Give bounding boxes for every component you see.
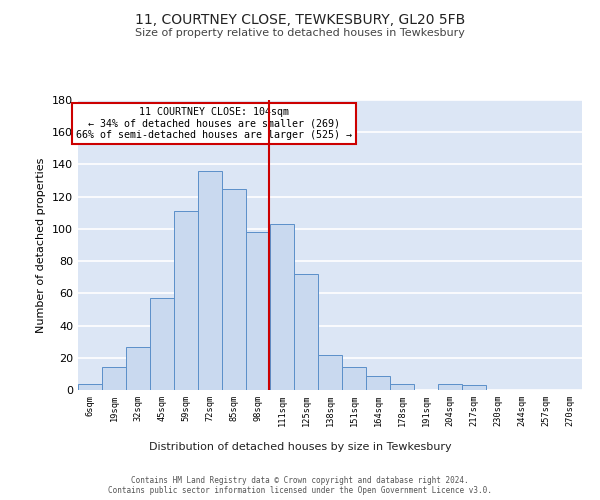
Bar [126, 346, 150, 390]
Bar [438, 384, 462, 390]
Bar [150, 298, 174, 390]
Bar [342, 368, 366, 390]
Bar [366, 376, 390, 390]
Bar [390, 384, 414, 390]
Bar [174, 211, 198, 390]
Bar [294, 274, 318, 390]
Bar [78, 384, 102, 390]
Text: Size of property relative to detached houses in Tewkesbury: Size of property relative to detached ho… [135, 28, 465, 38]
Bar [102, 368, 126, 390]
Bar [198, 171, 222, 390]
Bar [222, 188, 246, 390]
Bar [270, 224, 294, 390]
Text: 11 COURTNEY CLOSE: 104sqm
← 34% of detached houses are smaller (269)
66% of semi: 11 COURTNEY CLOSE: 104sqm ← 34% of detac… [76, 108, 352, 140]
Bar [462, 385, 486, 390]
Text: Contains HM Land Registry data © Crown copyright and database right 2024.
Contai: Contains HM Land Registry data © Crown c… [108, 476, 492, 495]
Bar [246, 232, 270, 390]
Bar [318, 354, 342, 390]
Y-axis label: Number of detached properties: Number of detached properties [37, 158, 46, 332]
Text: 11, COURTNEY CLOSE, TEWKESBURY, GL20 5FB: 11, COURTNEY CLOSE, TEWKESBURY, GL20 5FB [135, 12, 465, 26]
Text: Distribution of detached houses by size in Tewkesbury: Distribution of detached houses by size … [149, 442, 451, 452]
